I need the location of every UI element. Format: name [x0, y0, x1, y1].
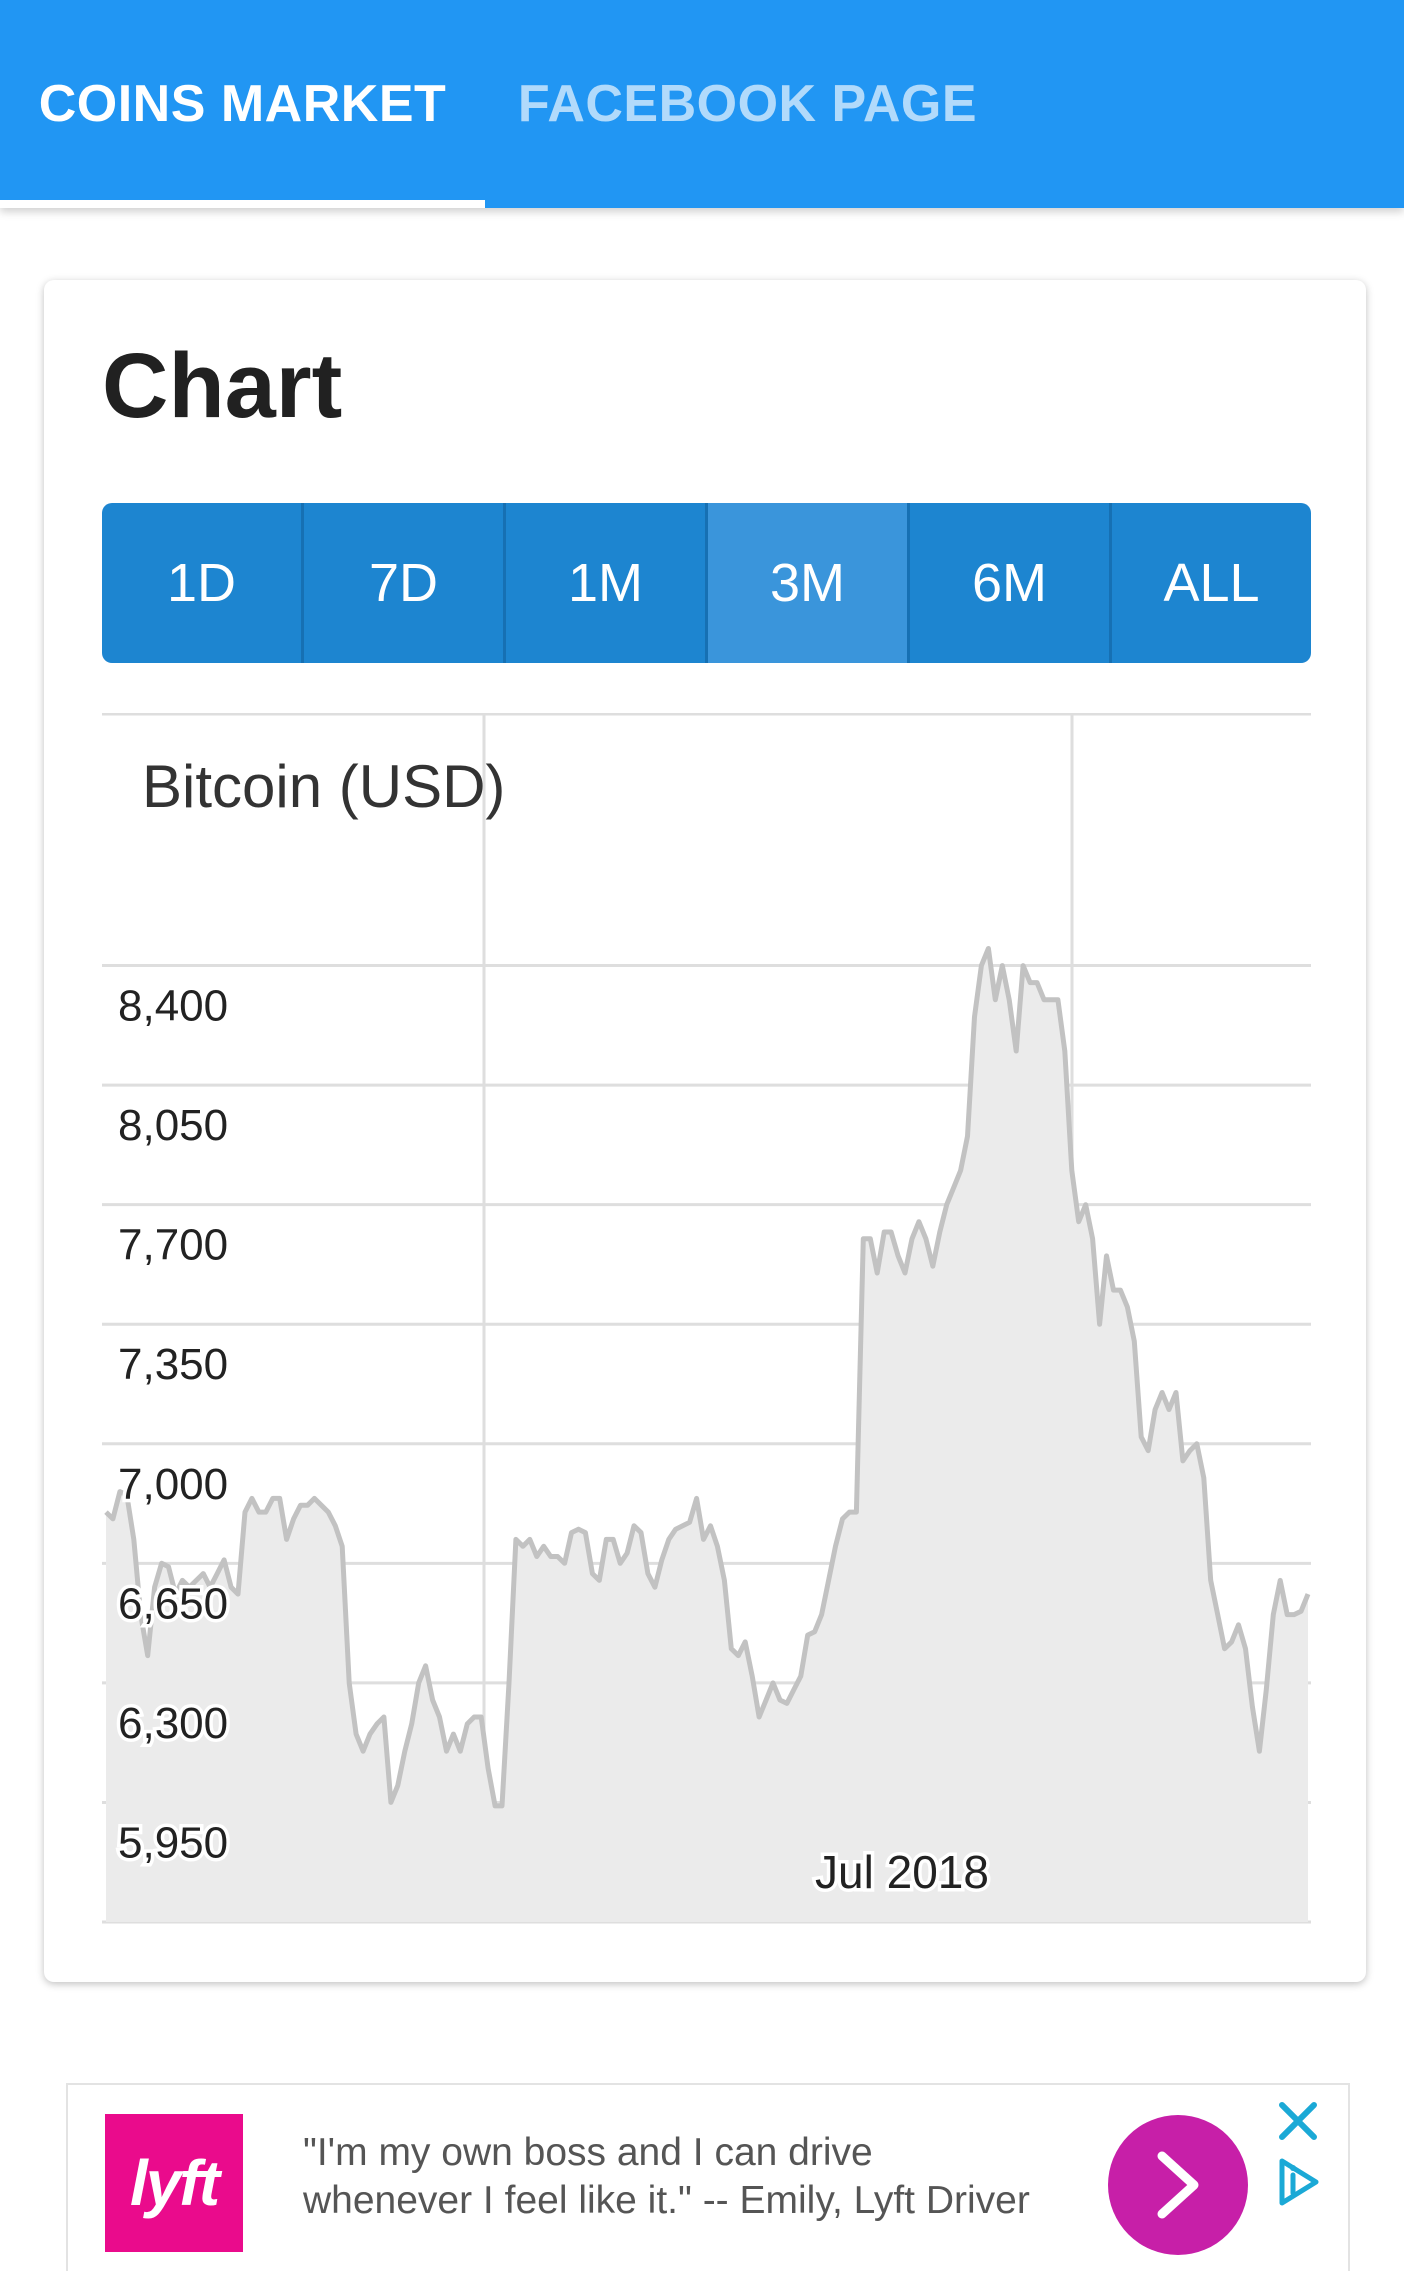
tab-coins-market[interactable]: COINS MARKET	[38, 75, 447, 133]
adchoices-icon	[1279, 2158, 1319, 2206]
range-button-6m[interactable]: 6M	[910, 503, 1112, 663]
range-button-7d[interactable]: 7D	[304, 503, 506, 663]
ad-cta-button[interactable]	[1108, 2115, 1248, 2255]
card-title: Chart	[102, 335, 343, 437]
y-axis-labels: 8,400 8,050 7,700 7,350 7,000 6,650 6,300 5,950	[115, 978, 232, 1871]
ad-text: "I'm my own boss and I can drive wheneve…	[303, 2129, 1103, 2225]
top-tab-bar: COINS MARKET FACEBOOK PAGE	[0, 0, 1404, 208]
chevron-right-icon	[1157, 2151, 1199, 2219]
range-button-3m[interactable]: 3M	[708, 503, 910, 663]
y-tick-label: 8,400	[118, 982, 228, 1031]
close-icon	[1279, 2102, 1317, 2140]
x-tick-label: Jul 2018	[815, 1846, 989, 1898]
series-area	[106, 948, 1308, 1922]
ad-banner[interactable]: lyft "I'm my own boss and I can drive wh…	[66, 2083, 1350, 2271]
y-tick-label: 5,950	[118, 1818, 228, 1867]
y-tick-label: 7,000	[118, 1460, 228, 1509]
ad-text-line-1: "I'm my own boss and I can drive	[303, 2131, 873, 2174]
range-button-1m[interactable]: 1M	[506, 503, 708, 663]
y-tick-label: 8,050	[118, 1101, 228, 1150]
range-button-all[interactable]: ALL	[1163, 553, 1260, 613]
range-button-1d[interactable]: 1D	[102, 503, 304, 663]
adchoices-button[interactable]	[1276, 2157, 1320, 2207]
ad-text-line-2: whenever I feel like it." -- Emily, Lyft…	[303, 2179, 1030, 2222]
price-chart[interactable]: 8,400 8,050 7,700 7,350 7,000 6,650 6,300 5,950…	[102, 713, 1311, 1925]
y-tick-label: 6,300	[118, 1699, 228, 1748]
y-tick-label: 7,700	[118, 1221, 228, 1270]
y-tick-label: 6,650	[118, 1579, 228, 1628]
y-tick-label: 7,350	[118, 1340, 228, 1389]
ad-close-button[interactable]	[1276, 2099, 1320, 2143]
lyft-logo: lyft	[105, 2114, 243, 2252]
chart-card: Chart 1D 7D 1M 3M 6M ALL 8,400 8,050 7,700…	[44, 280, 1366, 1982]
chart-title: Bitcoin (USD)	[142, 753, 505, 820]
active-tab-indicator	[0, 200, 485, 208]
series-line	[104, 946, 1311, 1809]
tab-facebook-page[interactable]: FACEBOOK PAGE	[517, 75, 978, 133]
range-selector: 1D 7D 1M 3M 6M ALL	[102, 503, 1311, 663]
